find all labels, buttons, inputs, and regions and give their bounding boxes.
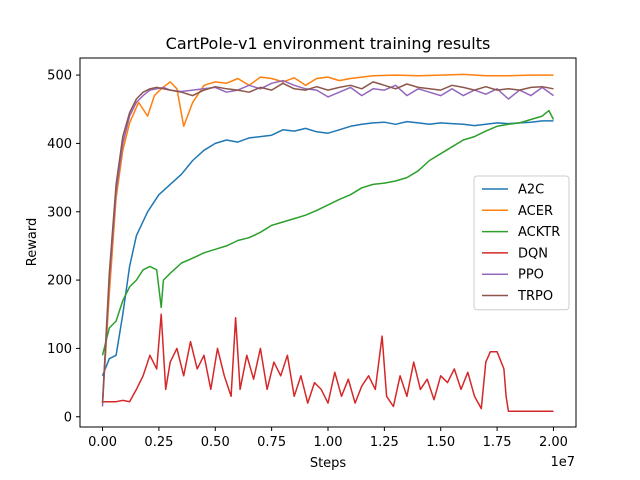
x-axis-offset-label: 1e7 bbox=[550, 455, 575, 470]
x-tick-label: 0.00 bbox=[88, 435, 117, 450]
legend-label-a2c: A2C bbox=[518, 183, 544, 198]
y-tick-label: 500 bbox=[47, 69, 72, 84]
x-tick-label: 0.25 bbox=[144, 435, 173, 450]
y-tick-label: 300 bbox=[47, 205, 72, 220]
y-axis: 0 100 200 300 400 500 bbox=[47, 69, 80, 425]
legend: A2C ACER ACKTR DQN PPO TRPO bbox=[473, 175, 570, 311]
series-line-trpo bbox=[101, 81, 554, 404]
y-tick-label: 0 bbox=[64, 410, 72, 425]
legend-label-ppo: PPO bbox=[518, 268, 544, 283]
y-tick-label: 200 bbox=[47, 274, 72, 289]
x-tick-label: 1.50 bbox=[426, 435, 455, 450]
series-layer bbox=[101, 73, 555, 413]
y-tick-label: 100 bbox=[47, 342, 72, 357]
series-line-acer bbox=[101, 73, 554, 404]
x-tick-label: 1.25 bbox=[370, 435, 399, 450]
legend-label-dqn: DQN bbox=[518, 246, 548, 261]
chart-title: CartPole-v1 environment training results bbox=[166, 34, 491, 53]
x-tick-label: 1.75 bbox=[483, 435, 512, 450]
y-tick-label: 400 bbox=[47, 137, 72, 152]
x-tick-label: 2.00 bbox=[539, 435, 568, 450]
series-line-a2c bbox=[101, 120, 554, 377]
legend-label-acer: ACER bbox=[518, 204, 553, 219]
x-tick-label: 1.00 bbox=[314, 435, 343, 450]
legend-box bbox=[473, 175, 570, 311]
x-tick-label: 0.50 bbox=[201, 435, 230, 450]
legend-label-trpo: TRPO bbox=[517, 289, 553, 304]
series-line-ppo bbox=[101, 79, 554, 407]
series-line-acktr bbox=[101, 109, 555, 356]
x-axis-label: Steps bbox=[310, 456, 347, 471]
series-line-dqn bbox=[102, 313, 554, 413]
x-axis: 0.00 0.25 0.50 0.75 1.00 1.25 1.50 1.75 2.00 bbox=[88, 427, 568, 450]
y-axis-label: Reward bbox=[25, 218, 40, 266]
legend-label-acktr: ACKTR bbox=[518, 225, 560, 240]
x-tick-label: 0.75 bbox=[257, 435, 286, 450]
